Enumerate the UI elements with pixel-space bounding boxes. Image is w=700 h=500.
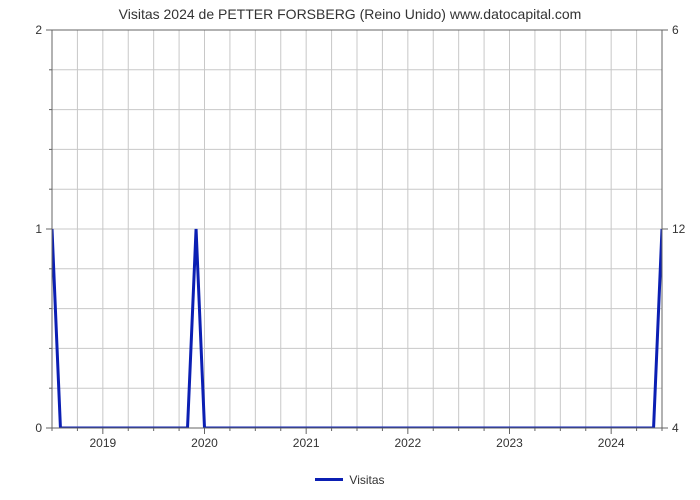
legend-label: Visitas — [349, 473, 384, 487]
y-axis-right-label: 12 — [672, 222, 685, 236]
x-axis-label: 2022 — [394, 436, 421, 450]
x-axis-label: 2023 — [496, 436, 523, 450]
legend-swatch — [315, 478, 343, 481]
y-axis-right-label: 6 — [672, 23, 679, 37]
y-axis-left-label: 2 — [22, 23, 42, 37]
y-axis-left-label: 1 — [22, 222, 42, 236]
x-axis-label: 2019 — [89, 436, 116, 450]
legend-item: Visitas — [315, 473, 384, 487]
chart-title: Visitas 2024 de PETTER FORSBERG (Reino U… — [0, 6, 700, 22]
x-axis-label: 2024 — [598, 436, 625, 450]
plot-area — [52, 30, 662, 428]
legend: Visitas — [0, 468, 700, 487]
y-axis-right-label: 4 — [672, 421, 679, 435]
axis-layer — [52, 30, 662, 428]
chart-container: Visitas 2024 de PETTER FORSBERG (Reino U… — [0, 0, 700, 500]
x-axis-label: 2021 — [293, 436, 320, 450]
y-axis-left-label: 0 — [22, 421, 42, 435]
x-axis-label: 2020 — [191, 436, 218, 450]
